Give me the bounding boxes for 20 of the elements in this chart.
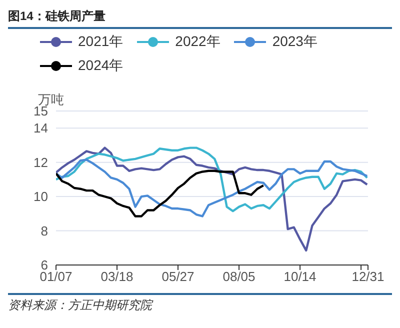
x-tick-label: 03/18 — [100, 269, 134, 284]
x-tick-label: 05/27 — [162, 269, 194, 284]
x-tick-label: 10/14 — [284, 269, 316, 284]
line-series — [56, 146, 368, 212]
legend-label: 2024年 — [78, 57, 124, 75]
chart-title: 图14：硅铁周产量 — [8, 8, 392, 29]
line-series — [56, 158, 368, 218]
line-series — [56, 170, 265, 218]
y-tick-label: 10 — [34, 189, 48, 204]
y-tick-label: 14 — [34, 120, 48, 136]
legend-label: 2023年 — [272, 33, 318, 51]
text: 资料来源：方正中期研究院 — [8, 297, 154, 314]
line-series — [56, 146, 368, 252]
legend-label: 2021年 — [78, 33, 124, 51]
y-tick-label: 12 — [34, 154, 48, 170]
y-tick-label: 8 — [40, 223, 48, 238]
y-axis-title: 万吨 — [38, 91, 64, 107]
x-tick-label: 08/05 — [222, 269, 256, 284]
x-tick-label: 12/31 — [352, 269, 384, 284]
legend-label: 2022年 — [175, 33, 220, 51]
